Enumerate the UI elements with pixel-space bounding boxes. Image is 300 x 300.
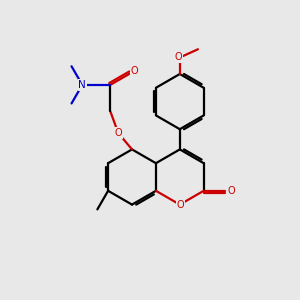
Text: O: O	[114, 128, 122, 138]
Text: N: N	[78, 80, 86, 90]
Text: O: O	[130, 66, 138, 76]
Text: O: O	[228, 186, 236, 196]
Text: O: O	[177, 200, 184, 210]
Text: O: O	[175, 52, 182, 62]
